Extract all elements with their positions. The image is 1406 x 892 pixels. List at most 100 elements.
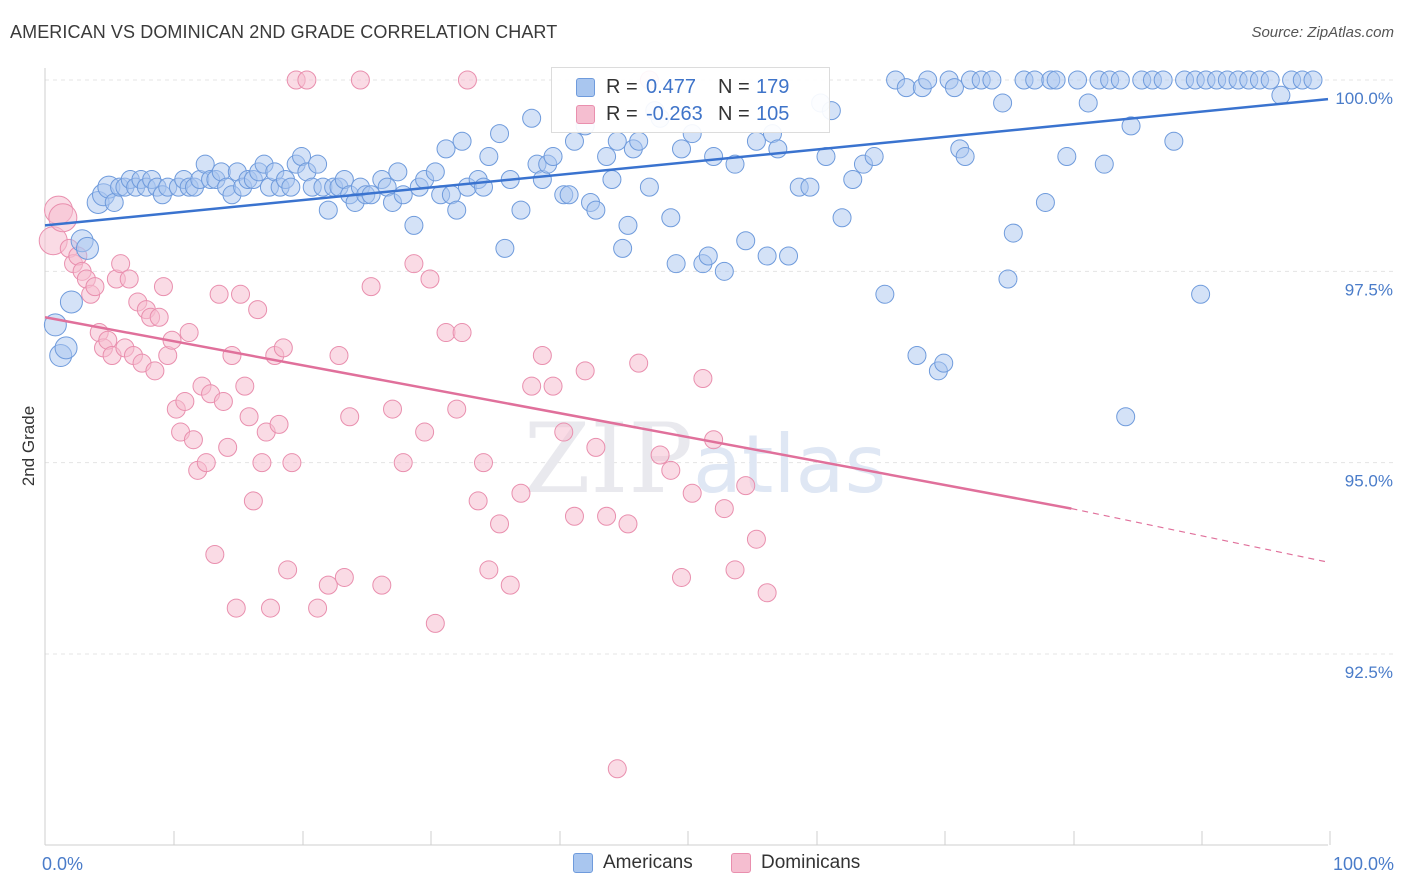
americans-point [998, 269, 1018, 289]
dominicans-point [586, 437, 606, 457]
legend-label-dominicans: Dominicans [761, 852, 861, 873]
dominicans-point [575, 361, 595, 381]
legend-row-americans: R = 0.477 N = 179 [552, 73, 789, 101]
americans-point [1303, 70, 1323, 90]
dominicans-point [196, 453, 216, 473]
americans-point [993, 93, 1013, 113]
americans-point [452, 131, 472, 151]
dominicans-point [183, 430, 203, 450]
americans-point [736, 231, 756, 251]
americans-point [564, 131, 584, 151]
americans-point [704, 147, 724, 167]
dominicans-point [119, 269, 139, 289]
r-value: 0.477 [646, 75, 697, 98]
legend-item-americans[interactable]: Americans [573, 852, 693, 874]
x-tick-labels: 0.0% 100.0% [42, 854, 1394, 874]
americans-point [1110, 70, 1130, 90]
dominicans-point [522, 376, 542, 396]
americans-point [613, 238, 633, 258]
dominicans-point [252, 453, 272, 473]
americans-point [425, 162, 445, 182]
dominicans-point [248, 300, 268, 320]
y-tick-label-1: 97.5% [1345, 280, 1393, 299]
n-value: 179 [756, 75, 790, 98]
dominicans-point [218, 437, 238, 457]
dominicans-point [153, 277, 173, 297]
dominicans-point [239, 407, 259, 427]
americans-point [768, 139, 788, 159]
dominicans-point [145, 361, 165, 381]
americans-point [1094, 154, 1114, 174]
dominicans-points [38, 70, 777, 779]
americans-point [318, 200, 338, 220]
dominicans-point [543, 376, 563, 396]
americans-point [757, 246, 777, 266]
dominicans-point [48, 203, 78, 233]
y-tick-label-0: 100.0% [1335, 89, 1393, 108]
dominicans-point [420, 269, 440, 289]
americans-point [1191, 284, 1211, 304]
dominicans-point [269, 414, 289, 434]
americans-points [43, 70, 1323, 427]
r-value: -0.263 [646, 102, 703, 125]
americans-point [522, 108, 542, 128]
dominicans-point [564, 506, 584, 526]
legend-label-americans: Americans [603, 852, 693, 873]
r-label: R = [606, 75, 638, 98]
dominicans-swatch [576, 104, 595, 124]
dominicans-point [447, 399, 467, 419]
dominicans-point [243, 491, 263, 511]
x-tick-label-0: 0.0% [42, 854, 83, 874]
n-value: 105 [756, 102, 790, 125]
dominicans-point [383, 399, 403, 419]
americans-point [597, 147, 617, 167]
stats-legend: R = 0.477 N = 179 R = -0.263 N = 105 [551, 67, 830, 133]
americans-point [586, 200, 606, 220]
americans-point [698, 246, 718, 266]
dominicans-point [693, 368, 713, 388]
dominicans-point [532, 346, 552, 366]
americans-point [1057, 147, 1077, 167]
americans-point [896, 78, 916, 98]
dominicans-point [425, 613, 445, 633]
y-tick-label-2: 95.0% [1345, 472, 1393, 491]
dominicans-point [179, 323, 199, 343]
dominicans-point [273, 338, 293, 358]
dominicans-point [372, 575, 392, 595]
dominicans-point [235, 376, 255, 396]
dominicans-point [226, 598, 246, 618]
dominicans-point [607, 759, 627, 779]
americans-point [618, 215, 638, 235]
n-label: N = [718, 75, 750, 98]
dominicans-trend-extension [1071, 507, 1329, 563]
y-tick-labels: 100.0% 97.5% 95.0% 92.5% [1335, 89, 1393, 682]
americans-point [447, 200, 467, 220]
dominicans-point [479, 560, 499, 580]
americans-point [75, 236, 99, 260]
americans-point [955, 147, 975, 167]
americans-point [308, 154, 328, 174]
legend-item-dominicans[interactable]: Dominicans [731, 852, 860, 874]
chart-title: AMERICAN VS DOMINICAN 2ND GRADE CORRELAT… [10, 22, 558, 42]
americans-point [1153, 70, 1173, 90]
americans-point [800, 177, 820, 197]
americans-point [607, 131, 627, 151]
dominicans-point [85, 277, 105, 297]
dominicans-point [213, 391, 233, 411]
dominicans-point [149, 307, 169, 327]
americans-point [843, 169, 863, 189]
dominicans-point [500, 575, 520, 595]
watermark: ZIPatlas [524, 403, 887, 515]
americans-point [1003, 223, 1023, 243]
dominicans-point [597, 506, 617, 526]
dominicans-point [111, 254, 131, 274]
americans-point [1260, 70, 1280, 90]
americans-point [281, 177, 301, 197]
americans-point [479, 147, 499, 167]
dominicans-point [361, 277, 381, 297]
americans-swatch [576, 77, 595, 97]
americans-point [672, 139, 691, 159]
dominicans-point [436, 323, 456, 343]
americans-point [388, 162, 408, 182]
